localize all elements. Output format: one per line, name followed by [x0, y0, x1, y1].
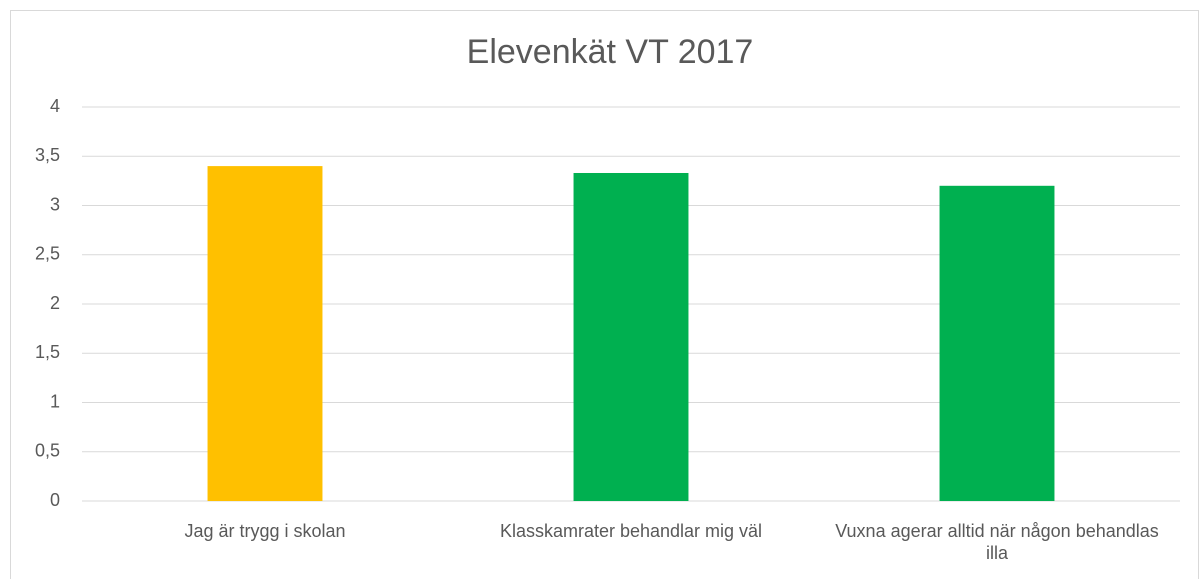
y-tick-label: 3 — [50, 194, 60, 214]
y-tick-label: 3,5 — [35, 145, 60, 165]
y-tick-label: 2 — [50, 293, 60, 313]
chart-title: Elevenkät VT 2017 — [467, 33, 754, 71]
chart-border — [10, 10, 1199, 579]
x-tick-label: Klasskamrater behandlar mig väl — [499, 521, 763, 541]
x-tick-label: Jag är trygg i skolan — [184, 521, 346, 541]
y-tick-label: 4 — [50, 96, 60, 116]
y-tick-label: 1 — [50, 391, 60, 411]
x-tick-label: Vuxna agerar alltid när någon behandlas … — [835, 521, 1159, 563]
y-tick-label: 0,5 — [35, 441, 60, 461]
y-tick-label: 1,5 — [35, 342, 60, 362]
y-tick-label: 2,5 — [35, 244, 60, 264]
y-tick-label: 0 — [50, 490, 60, 510]
bar — [207, 166, 323, 501]
bar — [573, 172, 689, 501]
bar — [939, 185, 1055, 502]
